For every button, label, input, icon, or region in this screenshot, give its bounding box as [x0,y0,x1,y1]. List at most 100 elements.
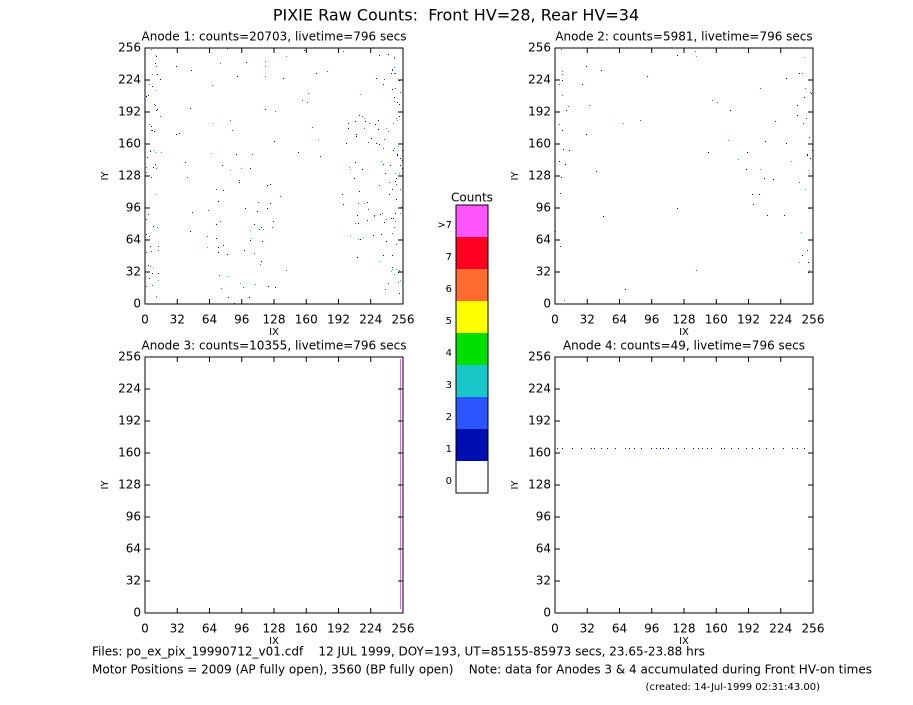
count-pixel [354,178,355,179]
count-pixel [384,139,385,140]
count-pixel [581,448,582,449]
count-pixel [274,141,275,142]
count-pixel [807,154,808,155]
count-pixel [384,222,385,223]
count-pixel [156,296,157,297]
count-pixel [388,283,389,284]
count-image [557,448,805,449]
y-tick-label: 96 [536,201,551,215]
x-tick-label: 64 [202,622,217,636]
count-pixel [695,51,696,52]
plot-frame [554,47,814,305]
count-pixel [232,130,233,131]
count-pixel [389,194,390,195]
count-pixel [395,213,396,214]
count-pixel [286,270,287,271]
y-tick-label: 128 [118,478,141,492]
count-pixel [808,170,809,171]
count-pixel [375,124,376,125]
count-pixel [156,152,157,153]
count-pixel [365,121,366,122]
x-tick-label: 64 [612,313,627,327]
count-pixel [156,110,157,111]
count-pixel [380,214,381,215]
count-pixel [369,123,370,124]
count-pixel [350,235,351,236]
count-pixel [216,189,217,190]
count-pixel [151,177,152,178]
count-pixel [343,204,344,205]
count-pixel [747,152,748,153]
count-pixel [803,123,804,124]
count-pixel [806,118,807,119]
colorbar-swatch [456,205,488,237]
count-pixel [239,182,240,183]
count-pixel [156,56,157,57]
colorbar-swatch [456,429,488,461]
count-pixel [394,97,395,98]
count-pixel [208,210,209,211]
y-tick-label: 64 [536,542,551,556]
count-pixel [356,134,357,135]
count-pixel [243,287,244,288]
count-pixel [396,199,397,200]
count-image [146,48,403,304]
count-pixel [391,73,392,74]
count-pixel [156,168,157,169]
count-pixel [362,116,363,117]
count-pixel [791,161,792,162]
y-tick-label: 192 [528,414,551,428]
count-pixel [615,448,616,449]
count-pixel [153,267,154,268]
count-pixel [207,247,208,248]
count-pixel [399,104,400,105]
count-pixel [149,236,150,237]
count-pixel [379,55,380,56]
count-pixel [250,168,251,169]
count-pixel [752,448,753,449]
count-pixel [775,121,776,122]
x-tick-label: 128 [263,622,286,636]
count-pixel [207,236,208,237]
count-pixel [668,448,669,449]
count-pixel [358,239,359,240]
panel-title: Anode 2: counts=5981, livetime=796 secs [555,30,812,44]
count-pixel [218,252,219,253]
colorbar-label: 6 [446,284,452,295]
count-pixel [562,95,563,96]
count-pixel [154,131,155,132]
y-tick-label: 64 [126,542,141,556]
count-pixel [759,448,760,449]
count-pixel [249,297,250,298]
count-pixel [307,102,308,103]
y-tick-label: 160 [118,137,141,151]
count-pixel [261,261,262,262]
y-axis-label: IY [510,480,521,490]
count-pixel [187,177,188,178]
count-pixel [559,161,560,162]
count-pixel [395,181,396,182]
count-pixel [258,202,259,203]
count-pixel [250,240,251,241]
count-pixel [259,229,260,230]
x-tick-label: 0 [141,313,149,327]
count-pixel [804,448,805,449]
count-pixel [158,246,159,247]
count-pixel [272,227,273,228]
count-pixel [358,223,359,224]
count-pixel [275,111,276,112]
x-axis-label: IX [269,636,279,647]
count-pixel [804,57,805,58]
panel-title: Anode 1: counts=20703, livetime=796 secs [142,30,407,44]
count-pixel [161,152,162,153]
y-tick-label: 0 [543,606,551,620]
count-pixel [392,70,393,71]
count-pixel [364,118,365,119]
count-pixel [721,448,722,449]
x-tick-label: 224 [359,313,382,327]
count-pixel [395,73,396,74]
count-pixel [388,54,389,55]
x-tick-label: 128 [673,313,696,327]
count-pixel [348,123,349,124]
count-pixel [251,238,252,239]
